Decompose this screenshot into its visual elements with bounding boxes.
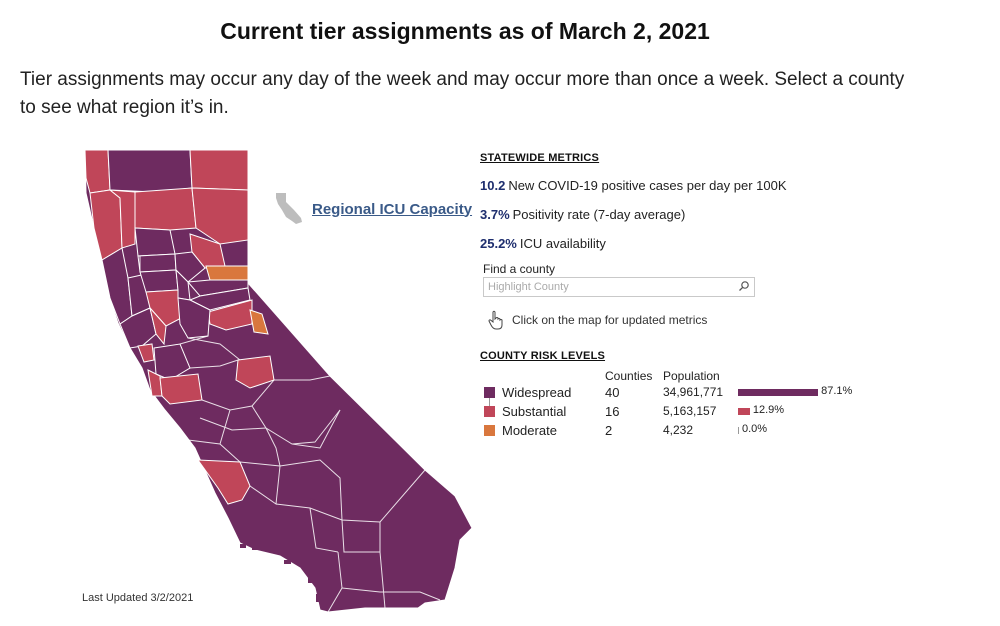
channel-islands[interactable] <box>240 544 321 602</box>
population-column-header: Population <box>663 369 720 383</box>
widespread-swatch <box>484 387 495 398</box>
risk-level-name: Moderate <box>502 423 557 438</box>
click-hint: Click on the map for updated metrics <box>488 310 707 330</box>
california-county-map[interactable] <box>80 148 480 618</box>
county-santa-barbara[interactable] <box>196 459 251 505</box>
county-humboldt[interactable] <box>89 189 123 261</box>
county-nevada[interactable] <box>186 279 249 297</box>
county-marin[interactable] <box>137 343 155 363</box>
population-share-bar <box>738 389 819 396</box>
county-shasta[interactable] <box>134 187 197 231</box>
county-search-box[interactable] <box>483 277 755 297</box>
metric-cases: 10.2 New COVID-19 positive cases per day … <box>480 178 787 193</box>
risk-row-moderate[interactable]: Moderate 2 4,232 0.0% <box>480 423 900 439</box>
county-sf-bay[interactable] <box>153 343 191 381</box>
county-napa[interactable] <box>149 307 167 346</box>
metric-value: 3.7% <box>480 207 510 222</box>
population-share-bar <box>738 427 739 434</box>
county-count: 16 <box>605 404 620 419</box>
county-lassen[interactable] <box>191 187 249 245</box>
page-title: Current tier assignments as of March 2, … <box>220 18 710 44</box>
california-outline-icon <box>276 193 302 224</box>
county-el-dorado[interactable] <box>207 299 253 331</box>
statewide-metrics-heading: STATEWIDE METRICS <box>480 152 600 164</box>
county-modoc[interactable] <box>189 149 249 191</box>
population-share-label: 87.1% <box>821 385 853 397</box>
metric-label: Positivity rate (7-day average) <box>512 207 686 222</box>
county-glenn[interactable] <box>137 253 177 273</box>
moderate-swatch <box>484 425 495 436</box>
intro-text: Tier assignments may occur any day of th… <box>20 69 905 118</box>
metric-positivity: 3.7% Positivity rate (7-day average) <box>480 207 685 222</box>
pointer-hand-icon <box>488 310 503 330</box>
search-icon[interactable] <box>738 280 750 292</box>
county-colusa[interactable] <box>139 269 179 293</box>
substantial-swatch <box>484 406 495 417</box>
population-value: 4,232 <box>663 423 694 437</box>
population-share-label: 0.0% <box>742 423 768 435</box>
county-risk-levels-heading: COUNTY RISK LEVELS <box>480 350 606 362</box>
county-search-input[interactable] <box>484 278 732 296</box>
legend-connector <box>489 397 490 409</box>
county-mariposa[interactable] <box>235 355 275 389</box>
click-hint-text: Click on the map for updated metrics <box>512 313 708 327</box>
metric-value: 10.2 <box>480 178 506 193</box>
metric-icu: 25.2% ICU availability <box>480 236 606 251</box>
counties-column-header: Counties <box>605 369 653 383</box>
regional-icu-capacity-label[interactable]: Regional ICU Capacity <box>312 200 473 218</box>
county-sierra[interactable] <box>205 265 249 281</box>
find-county-label: Find a county <box>483 262 556 276</box>
risk-level-name: Widespread <box>502 385 572 400</box>
county-tehama[interactable] <box>134 227 176 257</box>
county-butte[interactable] <box>174 251 206 283</box>
county-siskiyou[interactable] <box>107 149 193 193</box>
population-value: 5,163,157 <box>663 404 717 418</box>
county-trinity[interactable] <box>108 189 136 249</box>
risk-row-substantial[interactable]: Substantial 16 5,163,157 12.9% <box>480 404 900 420</box>
county-del-norte[interactable] <box>84 149 111 194</box>
population-value: 34,961,771 <box>663 385 724 399</box>
regional-icu-capacity-link[interactable]: Regional ICU Capacity <box>274 192 472 226</box>
metric-value: 25.2% <box>480 236 517 251</box>
county-santa-clara[interactable] <box>159 373 203 405</box>
risk-row-widespread[interactable]: Widespread 40 34,961,771 87.1% <box>480 385 900 401</box>
risk-level-name: Substantial <box>502 404 567 419</box>
population-share-label: 12.9% <box>752 404 785 416</box>
metric-label: ICU availability <box>519 236 606 251</box>
county-alpine[interactable] <box>249 309 269 335</box>
population-share-bar <box>738 408 750 415</box>
metric-label: New COVID-19 positive cases per day per … <box>508 178 787 193</box>
last-updated: Last Updated 3/2/2021 <box>82 592 194 604</box>
county-count: 2 <box>605 423 613 438</box>
county-count: 40 <box>605 385 620 400</box>
